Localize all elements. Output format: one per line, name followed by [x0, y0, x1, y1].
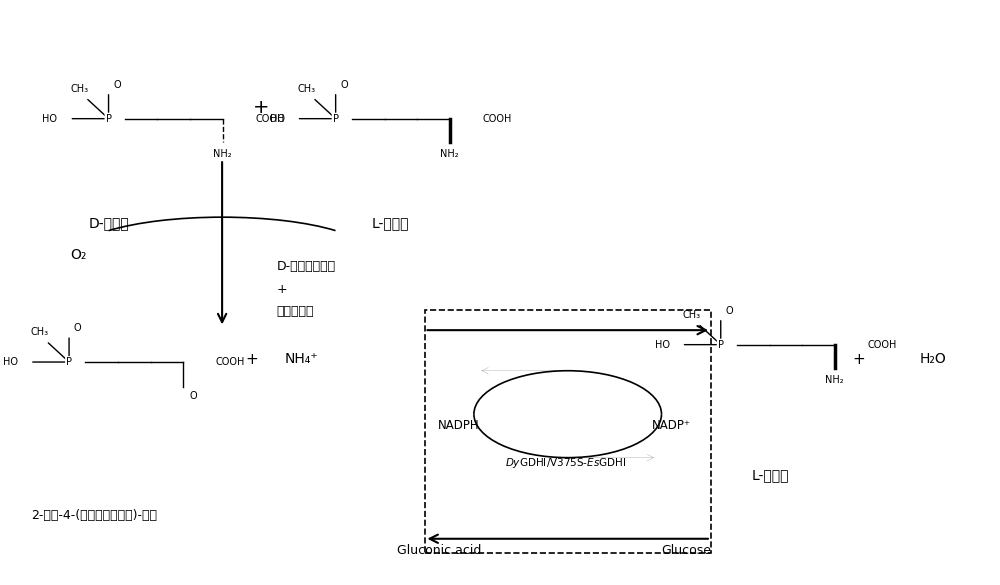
Text: HO: HO [42, 113, 57, 123]
Text: +: + [853, 352, 865, 367]
Text: +: + [276, 283, 287, 296]
Text: COOH: COOH [482, 113, 512, 123]
Text: CH₃: CH₃ [70, 84, 88, 94]
Text: CH₃: CH₃ [31, 327, 49, 337]
Text: Glucose: Glucose [661, 544, 711, 557]
Text: COOH: COOH [867, 340, 897, 350]
Text: NH₂: NH₂ [440, 149, 459, 159]
Text: COOH: COOH [255, 113, 285, 123]
Text: 2-羰基-4-(羟基甲基氧膦基)-丁酸: 2-羰基-4-(羟基甲基氧膦基)-丁酸 [31, 509, 157, 522]
Text: +: + [253, 98, 270, 116]
Text: O: O [726, 306, 733, 316]
Text: HO: HO [655, 340, 670, 350]
Text: D-草铵膦: D-草铵膦 [88, 216, 129, 230]
Text: O: O [341, 80, 348, 90]
Text: NH₂: NH₂ [213, 149, 232, 159]
Text: CH₃: CH₃ [297, 84, 315, 94]
Text: NH₄⁺: NH₄⁺ [284, 352, 318, 366]
Text: $\it{Dy}$GDHI/V375S-$\it{Es}$GDHI: $\it{Dy}$GDHI/V375S-$\it{Es}$GDHI [505, 456, 626, 470]
Text: L-草铵膦: L-草铵膦 [751, 468, 789, 482]
Text: +: + [245, 352, 258, 367]
Text: HO: HO [270, 113, 285, 123]
Text: D-氨基酸氧化酶: D-氨基酸氧化酶 [276, 260, 336, 273]
Text: 过氧化氢酶: 过氧化氢酶 [276, 305, 314, 318]
Text: NH₂: NH₂ [825, 375, 844, 386]
Text: L-草铵膦: L-草铵膦 [371, 216, 409, 230]
Text: H₂O: H₂O [920, 352, 946, 366]
Text: P: P [718, 340, 724, 350]
Text: COOH: COOH [216, 357, 245, 367]
Text: P: P [333, 113, 339, 123]
Text: O₂: O₂ [71, 248, 87, 262]
Text: NADPH: NADPH [438, 419, 480, 432]
Text: NADP⁺: NADP⁺ [652, 419, 691, 432]
Text: O: O [74, 324, 82, 333]
Text: O: O [113, 80, 121, 90]
Text: HO: HO [3, 357, 18, 367]
Text: P: P [66, 357, 72, 367]
Text: Gluconic acid: Gluconic acid [397, 544, 482, 557]
Text: CH₃: CH₃ [682, 310, 700, 320]
Text: O: O [190, 391, 197, 401]
Text: P: P [106, 113, 112, 123]
